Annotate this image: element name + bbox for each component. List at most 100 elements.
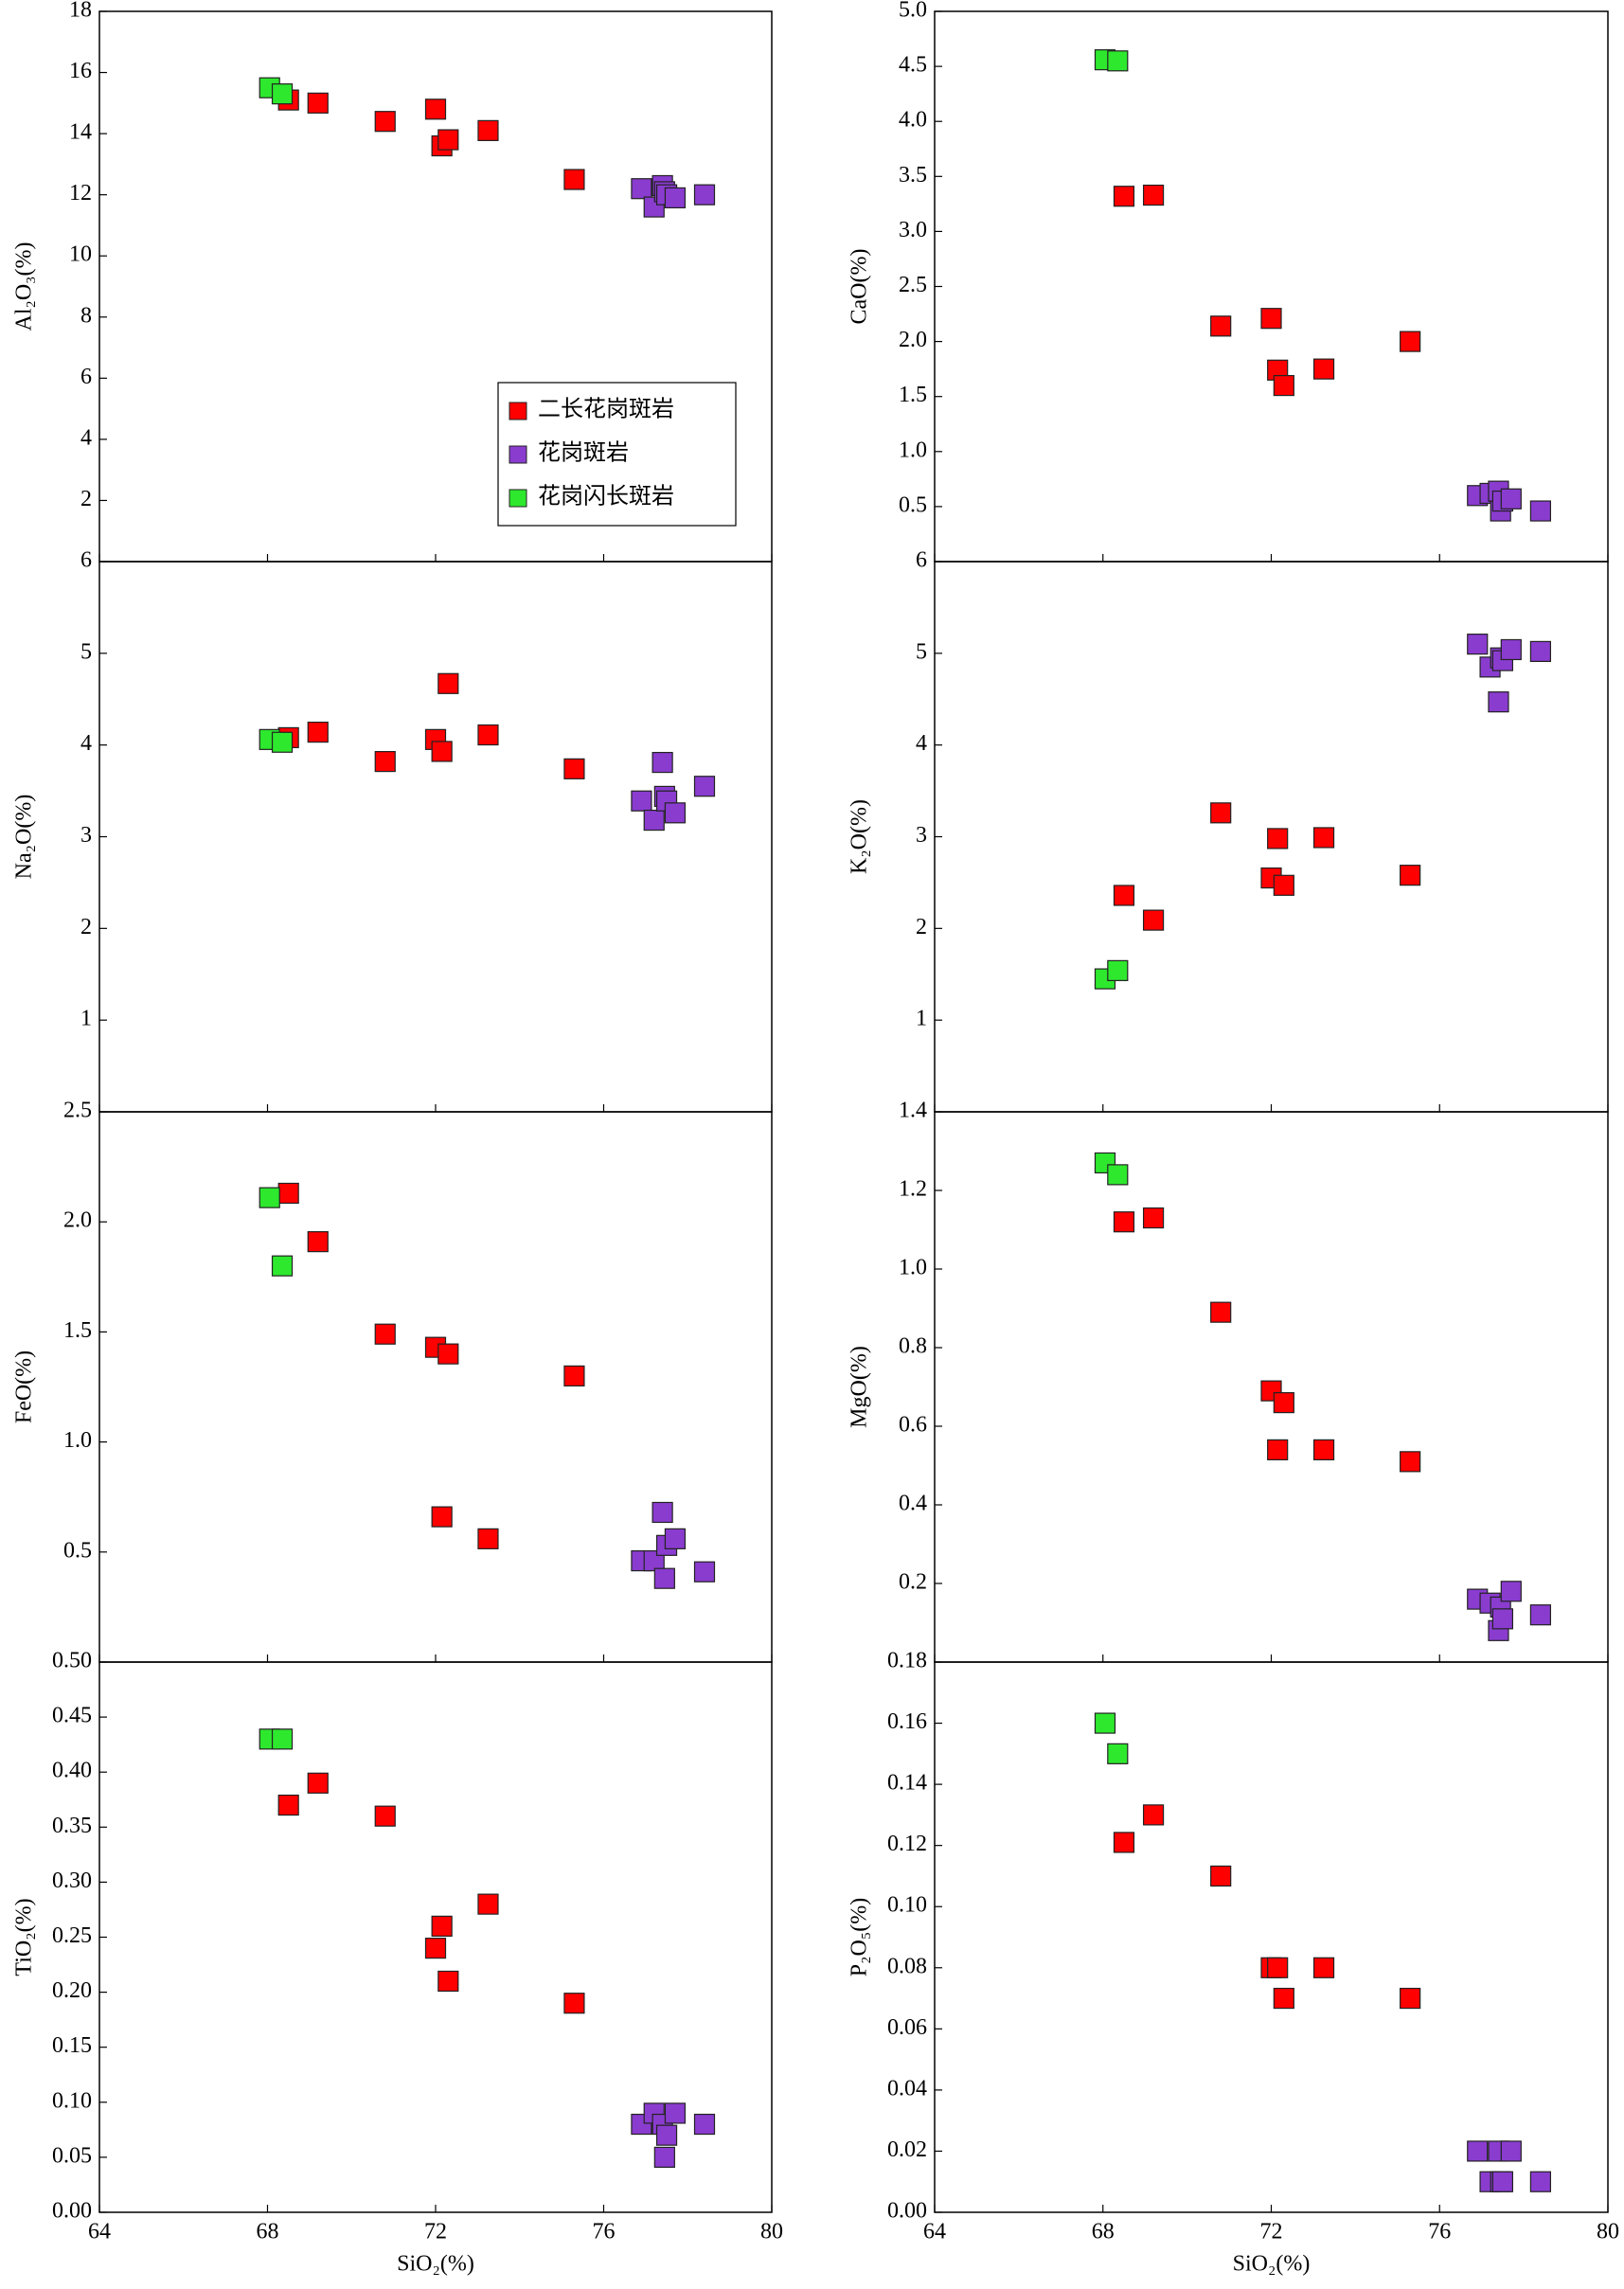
y-tick-label: 2 [916, 915, 927, 939]
plot-frame [934, 1661, 1609, 2213]
point [631, 790, 652, 812]
point [1113, 885, 1135, 906]
point [1529, 640, 1552, 662]
y-tick-label: 2 [80, 915, 92, 939]
y-tick-label: 0.5 [63, 1538, 92, 1563]
y-tick-label: 0.18 [887, 1649, 927, 1673]
point [374, 1323, 396, 1345]
point [651, 751, 673, 774]
point [1500, 2140, 1522, 2162]
point [1094, 1712, 1116, 1734]
legend-label: 花岗闪长斑岩 [538, 484, 674, 510]
point [1107, 1164, 1129, 1186]
legend-label: 二长花岗斑岩 [538, 397, 674, 422]
point [277, 1794, 299, 1816]
point [1529, 500, 1552, 522]
point [374, 1805, 396, 1827]
y-tick-label: 5 [80, 639, 92, 664]
point [477, 724, 499, 746]
y-tick-label: 0.8 [899, 1334, 927, 1359]
point [437, 1970, 459, 1993]
y-tick-label: 0.35 [52, 1814, 92, 1838]
y-tick-label: 6 [80, 548, 92, 573]
point [1312, 1439, 1335, 1461]
point [1142, 184, 1165, 206]
y-tick-label: 0.08 [887, 1954, 927, 1978]
y-tick-label: 12 [69, 181, 92, 206]
x-tick-label: 72 [424, 2220, 447, 2244]
point [1400, 865, 1421, 886]
point [693, 184, 716, 206]
x-axis-label: SiO₂(%) [397, 2252, 474, 2277]
point [664, 2102, 687, 2124]
point [563, 169, 585, 190]
point [477, 119, 499, 141]
x-tick-label: 76 [593, 2220, 616, 2244]
y-axis-label: P₂O₅(%) [848, 1898, 872, 1976]
y-tick-label: 0.14 [887, 1771, 927, 1796]
x-tick-label: 64 [923, 2220, 946, 2244]
point [563, 1365, 585, 1386]
y-tick-label: 14 [69, 120, 92, 145]
point [1400, 1451, 1421, 1473]
y-tick-label: 1.5 [899, 383, 927, 407]
x-tick-label: 64 [88, 2220, 111, 2244]
y-tick-label: 0.00 [52, 2199, 92, 2224]
y-tick-label: 1 [80, 1007, 92, 1031]
point [277, 1182, 299, 1205]
y-tick-label: 0.06 [887, 2015, 927, 2040]
point [693, 2113, 716, 2136]
point [307, 1772, 329, 1794]
point [431, 1506, 453, 1528]
y-tick-label: 6 [916, 548, 927, 573]
x-tick-label: 80 [1597, 2220, 1619, 2244]
point [1400, 1987, 1421, 2010]
point [1113, 186, 1135, 207]
y-tick-label: 2 [80, 487, 92, 511]
y-tick-label: 0.5 [899, 492, 927, 517]
point [1529, 1604, 1552, 1626]
y-tick-label: 18 [69, 0, 92, 23]
y-tick-label: 0.45 [52, 1704, 92, 1728]
y-tick-label: 4 [80, 425, 92, 450]
y-tick-label: 0.2 [899, 1570, 927, 1595]
point [1467, 634, 1489, 655]
point [1491, 2171, 1514, 2192]
point [424, 98, 447, 120]
point [651, 1501, 673, 1524]
point [1312, 358, 1335, 380]
y-tick-label: 8 [80, 303, 92, 328]
y-tick-label: 4 [80, 731, 92, 756]
y-tick-label: 3 [80, 823, 92, 848]
y-tick-label: 0.50 [52, 1649, 92, 1673]
y-tick-label: 4 [916, 731, 927, 756]
point [431, 1915, 453, 1937]
point [1273, 1391, 1294, 1414]
point [1500, 488, 1522, 510]
y-tick-label: 0.20 [52, 1978, 92, 2003]
y-tick-label: 0.25 [52, 1923, 92, 1948]
y-tick-label: 1 [916, 1007, 927, 1031]
point [424, 1938, 447, 1959]
y-tick-label: 1.5 [63, 1318, 92, 1343]
y-tick-label: 6 [80, 365, 92, 389]
y-tick-label: 3.5 [899, 163, 927, 188]
point [563, 758, 585, 779]
x-axis-label: SiO₂(%) [1233, 2252, 1311, 2277]
point [271, 1255, 294, 1277]
y-axis-label: K₂O(%) [848, 799, 872, 874]
point [655, 2124, 678, 2146]
point [1491, 1608, 1514, 1630]
point [664, 187, 687, 208]
y-tick-label: 0.30 [52, 1869, 92, 1893]
x-tick-label: 72 [1260, 2220, 1283, 2244]
point [1267, 1439, 1289, 1461]
point [1210, 1865, 1232, 1887]
point [271, 1728, 294, 1750]
y-tick-label: 4.5 [899, 53, 927, 78]
y-tick-label: 0.40 [52, 1759, 92, 1783]
point [664, 1528, 687, 1549]
point [1267, 1957, 1289, 1978]
point [1529, 2171, 1552, 2192]
